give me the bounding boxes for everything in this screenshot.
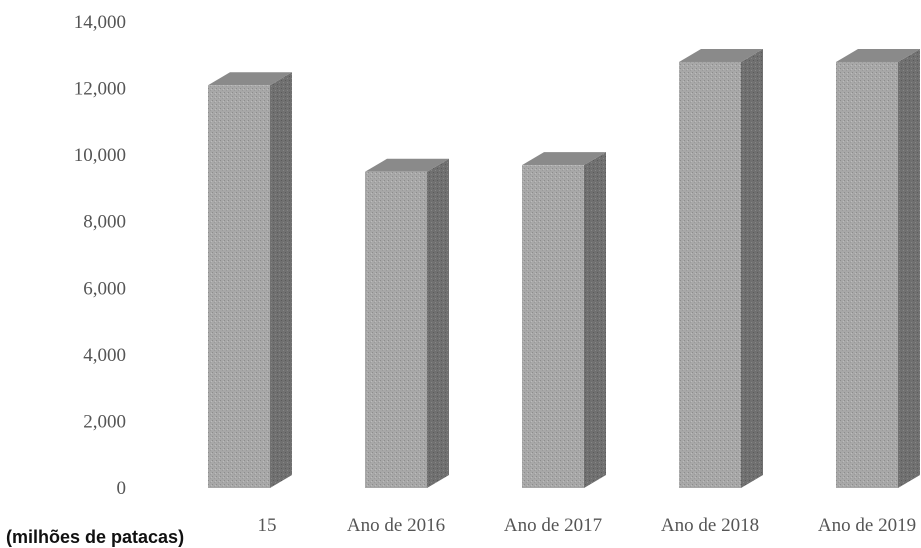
x-tick-label: Ano de 2016 (347, 515, 445, 536)
y-tick-label: 12,000 (74, 79, 126, 100)
x-tick-label: Ano de 2017 (504, 515, 602, 536)
x-tick-label: 15 (258, 515, 277, 536)
bar-front (679, 61, 741, 488)
bar-side (427, 158, 449, 489)
y-tick-label: 2,000 (83, 411, 126, 432)
bar-front (522, 165, 584, 488)
bar-front (208, 85, 270, 488)
bar-side (584, 152, 606, 488)
y-axis-ticks: 0 2,000 4,000 6,000 8,000 10,000 12,000 14,000 (74, 12, 126, 499)
y-tick-label: 4,000 (83, 345, 126, 366)
x-axis-labels: 15 Ano de 2016 Ano de 2017 Ano de 2018 Ano d… (258, 515, 917, 536)
bar (208, 72, 292, 488)
bar (365, 158, 449, 489)
bar-top (208, 72, 292, 86)
bar-side (270, 72, 292, 488)
bar-top (679, 48, 763, 62)
bar-side (898, 48, 920, 488)
bar (522, 152, 606, 488)
bars (208, 48, 920, 489)
x-tick-label: Ano de 2019 (818, 515, 916, 536)
y-tick-label: 6,000 (83, 278, 126, 299)
bar-top (522, 152, 606, 166)
bar-front (365, 171, 427, 489)
y-tick-label: 10,000 (74, 145, 126, 166)
bar-top (365, 158, 449, 172)
y-axis-unit-label: (milhões de patacas) (6, 527, 184, 547)
y-tick-label: 0 (117, 478, 127, 499)
y-tick-label: 8,000 (83, 212, 126, 233)
x-tick-label: Ano de 2018 (661, 515, 759, 536)
bar-side (741, 48, 763, 488)
bar-top (836, 48, 920, 62)
bar (836, 48, 920, 488)
bar (679, 48, 763, 488)
bar-front (836, 61, 898, 488)
y-tick-label: 14,000 (74, 12, 126, 33)
